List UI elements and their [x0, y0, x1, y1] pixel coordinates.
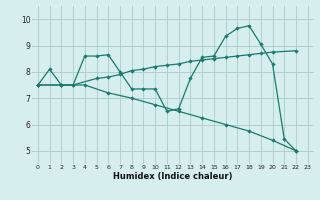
- X-axis label: Humidex (Indice chaleur): Humidex (Indice chaleur): [113, 172, 233, 181]
